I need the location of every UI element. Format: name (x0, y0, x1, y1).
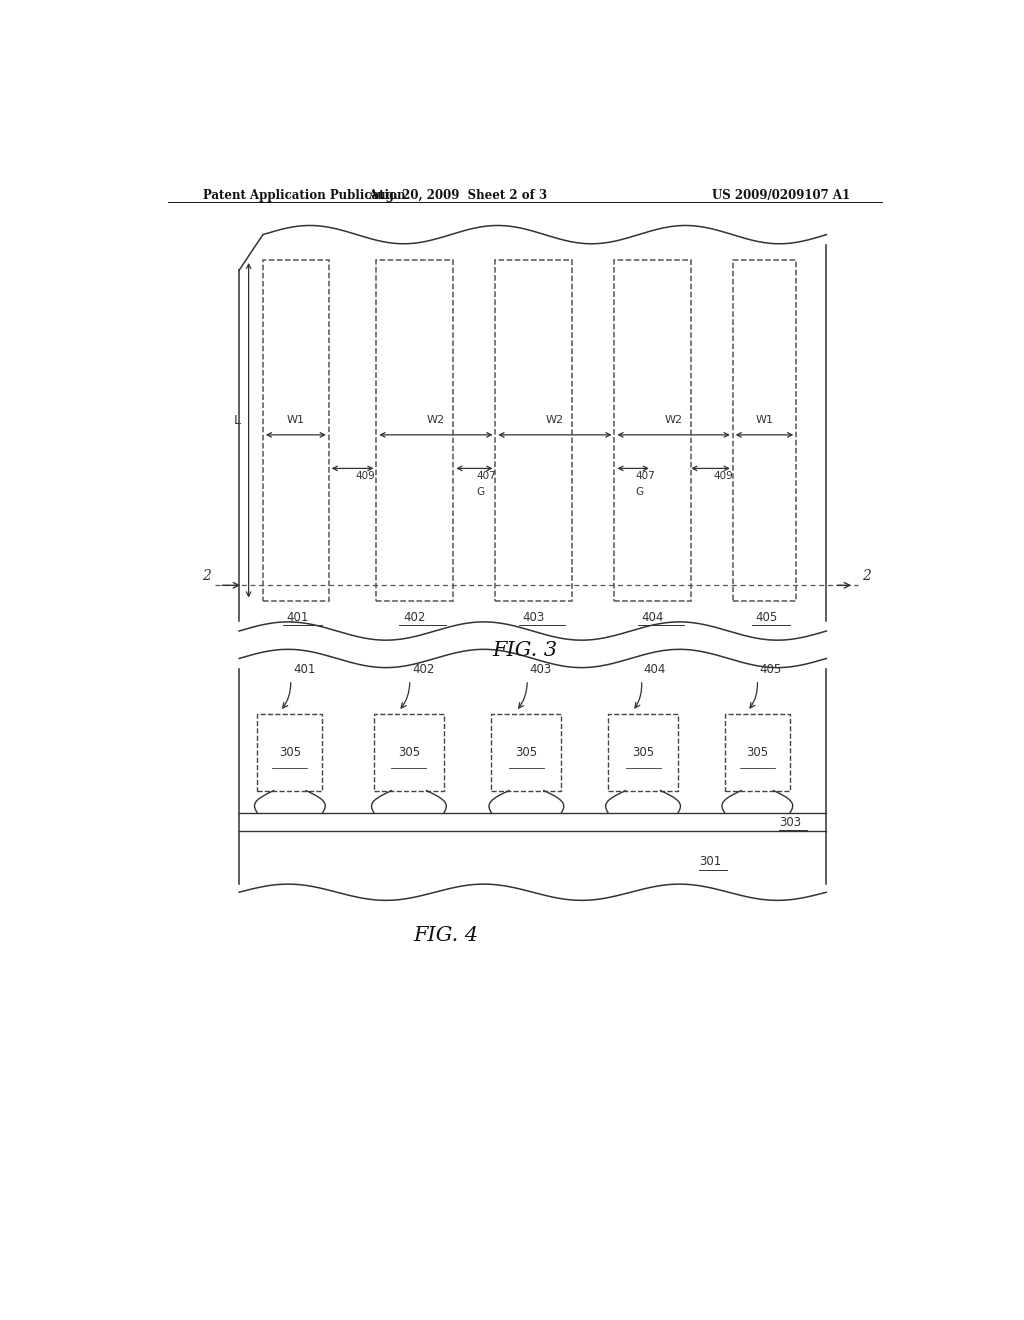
Text: 305: 305 (398, 746, 420, 759)
Text: 404: 404 (641, 611, 664, 623)
Text: L: L (233, 413, 241, 426)
Text: W1: W1 (287, 414, 305, 425)
Text: 404: 404 (644, 663, 667, 676)
Bar (733, 260, 797, 601)
Text: 305: 305 (279, 746, 301, 759)
Text: 2: 2 (203, 569, 211, 583)
Text: 303: 303 (778, 816, 801, 829)
Text: Patent Application Publication: Patent Application Publication (204, 189, 406, 202)
Bar (496, 260, 572, 601)
Text: G: G (477, 487, 485, 496)
Text: 2: 2 (862, 569, 871, 583)
Bar (257, 714, 323, 791)
Text: 305: 305 (632, 746, 654, 759)
Text: W2: W2 (546, 414, 564, 425)
Text: 405: 405 (760, 663, 782, 676)
Text: 407: 407 (636, 471, 655, 482)
Text: 301: 301 (699, 855, 722, 869)
Text: 409: 409 (714, 471, 733, 482)
Text: US 2009/0209107 A1: US 2009/0209107 A1 (712, 189, 850, 202)
Bar (608, 714, 678, 791)
Text: 409: 409 (355, 471, 376, 482)
Text: Aug. 20, 2009  Sheet 2 of 3: Aug. 20, 2009 Sheet 2 of 3 (368, 189, 547, 202)
Text: 403: 403 (529, 663, 552, 676)
Text: G: G (636, 487, 644, 496)
Text: 305: 305 (746, 746, 768, 759)
Bar (263, 260, 329, 601)
Bar (374, 714, 443, 791)
Text: FIG. 3: FIG. 3 (493, 642, 557, 660)
Text: W2: W2 (665, 414, 683, 425)
Text: FIG. 4: FIG. 4 (413, 925, 478, 945)
Text: 403: 403 (522, 611, 545, 623)
Bar (377, 260, 454, 601)
Text: 401: 401 (286, 611, 308, 623)
Text: 401: 401 (293, 663, 315, 676)
Text: 402: 402 (412, 663, 434, 676)
Text: W1: W1 (756, 414, 773, 425)
Text: 402: 402 (403, 611, 426, 623)
Bar (725, 714, 790, 791)
Text: 407: 407 (477, 471, 497, 482)
Bar (614, 260, 691, 601)
Text: 305: 305 (515, 746, 538, 759)
Bar (492, 714, 561, 791)
Text: W2: W2 (427, 414, 445, 425)
Text: 405: 405 (755, 611, 777, 623)
